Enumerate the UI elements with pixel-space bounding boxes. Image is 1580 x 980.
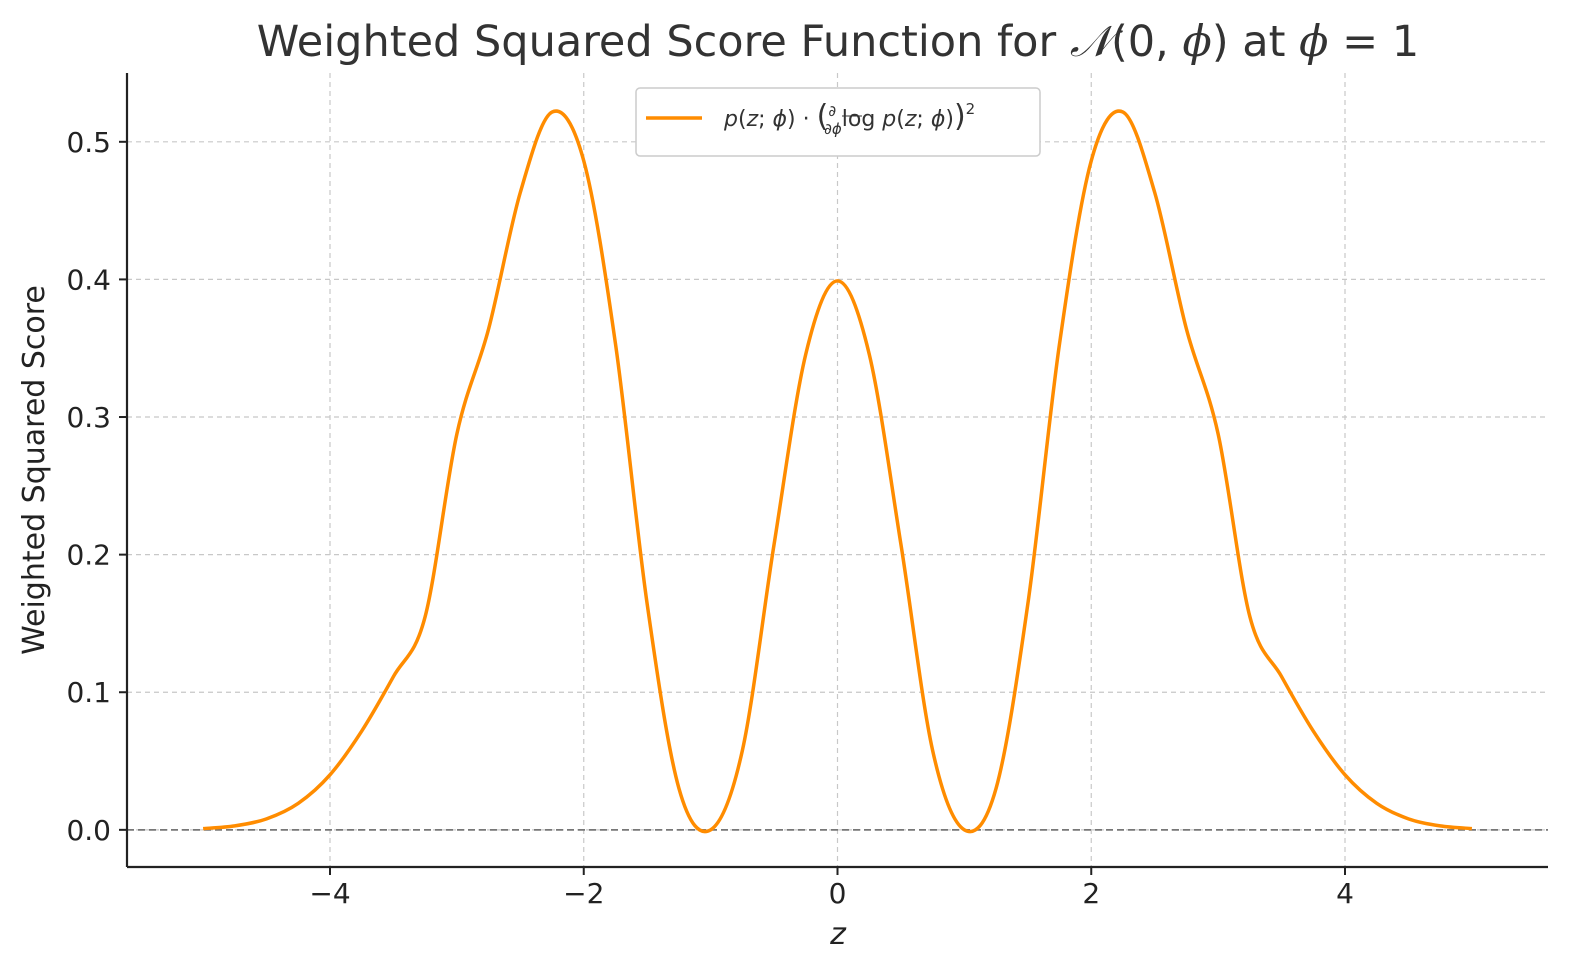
y-tick-label: 0.5 — [66, 126, 111, 159]
legend-label: p(z; ϕ) · (∂ ∂ϕlog p(z; ϕ))2 — [723, 99, 975, 138]
x-tick-label: 2 — [1082, 877, 1100, 910]
y-tick-label: 0.0 — [66, 814, 111, 847]
y-tick-label: 0.2 — [66, 539, 111, 572]
x-tick-label: −4 — [309, 877, 350, 910]
series-line — [202, 109, 1473, 834]
x-axis-label: z — [829, 917, 847, 952]
legend-box — [635, 87, 1041, 157]
series-group — [202, 109, 1473, 834]
x-axis-ticks: −4 −2 0 2 4 — [309, 867, 1354, 910]
chart-title: Weighted Squared Score Function for 𝒩(0,… — [257, 17, 1419, 67]
y-tick-label: 0.3 — [66, 401, 111, 434]
x-tick-label: 0 — [829, 877, 847, 910]
legend: p(z; ϕ) · (∂ ∂ϕlog p(z; ϕ))2 — [635, 87, 1041, 157]
y-axis-ticks: 0.0 0.1 0.2 0.3 0.4 0.5 — [66, 126, 127, 847]
x-tick-label: 4 — [1336, 877, 1354, 910]
x-tick-label: −2 — [563, 877, 604, 910]
y-tick-label: 0.1 — [66, 676, 111, 709]
y-axis-label: Weighted Squared Score — [17, 285, 52, 655]
y-tick-label: 0.4 — [66, 263, 111, 296]
grid-lines — [127, 73, 1548, 867]
